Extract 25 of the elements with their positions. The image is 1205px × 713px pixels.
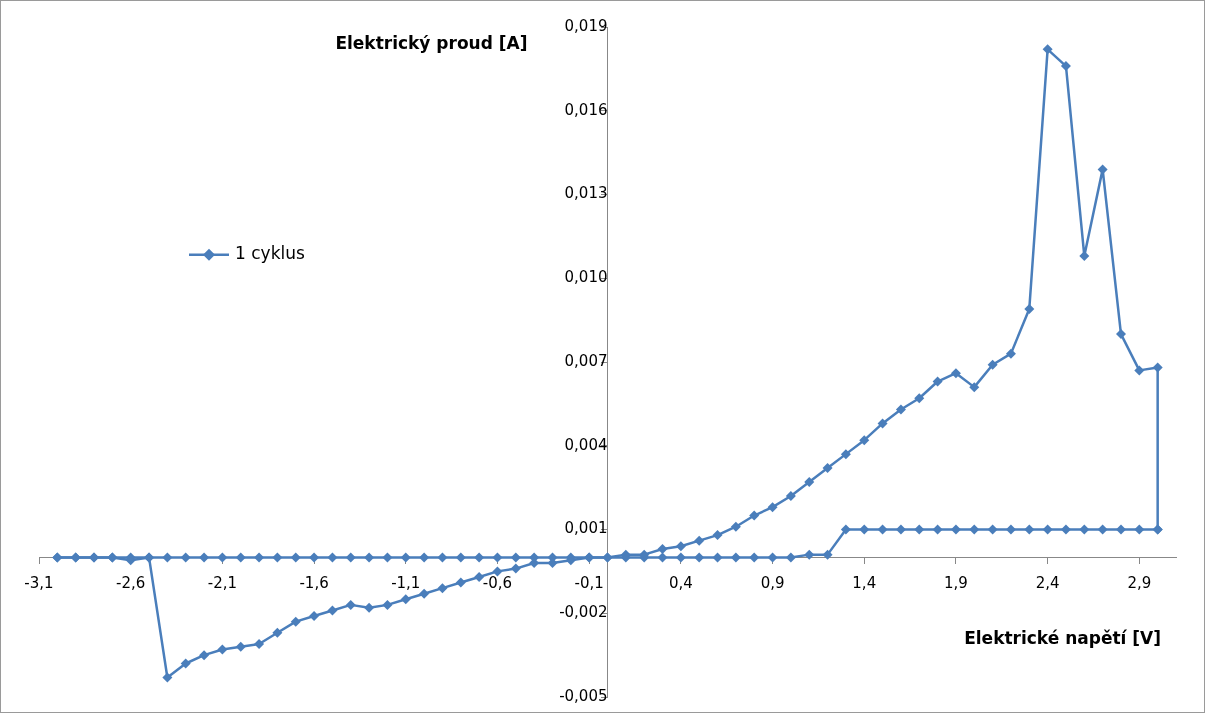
x-tick-label: -2,6	[116, 574, 146, 593]
y-tick-label: -0,005	[559, 686, 608, 705]
x-tick-label: -2,1	[207, 574, 238, 593]
y-tick-label: 0,007	[564, 351, 608, 370]
x-axis-title: Elektrické napětí [V]	[964, 627, 1161, 648]
x-tick-label: 1,4	[852, 574, 877, 593]
x-tick-label: 1,9	[944, 574, 968, 593]
x-tick-label: 2,4	[1035, 574, 1060, 593]
y-tick-label: 0,016	[564, 100, 608, 119]
y-tick-label: 0,013	[564, 184, 608, 203]
x-tick-label: -3,1	[24, 574, 54, 593]
x-tick-label: 2,9	[1127, 574, 1152, 593]
x-tick-label: -0,1	[574, 574, 604, 593]
y-tick-label: 0,019	[564, 16, 608, 35]
y-axis-title: Elektrický proud [A]	[335, 33, 528, 54]
y-tick-label: 0,010	[564, 268, 608, 287]
x-tick-label: 0,4	[668, 574, 693, 593]
y-tick-label: 0,004	[564, 435, 608, 454]
legend-label: 1 cyklus	[235, 243, 305, 264]
x-tick-label: -0,6	[482, 574, 513, 593]
x-tick-label: 0,9	[760, 574, 785, 593]
x-tick-label: -1,6	[299, 574, 329, 593]
y-tick-label: 0,001	[564, 519, 608, 538]
x-tick-label: -1,1	[391, 574, 421, 593]
y-tick-label: -0,002	[559, 603, 608, 622]
